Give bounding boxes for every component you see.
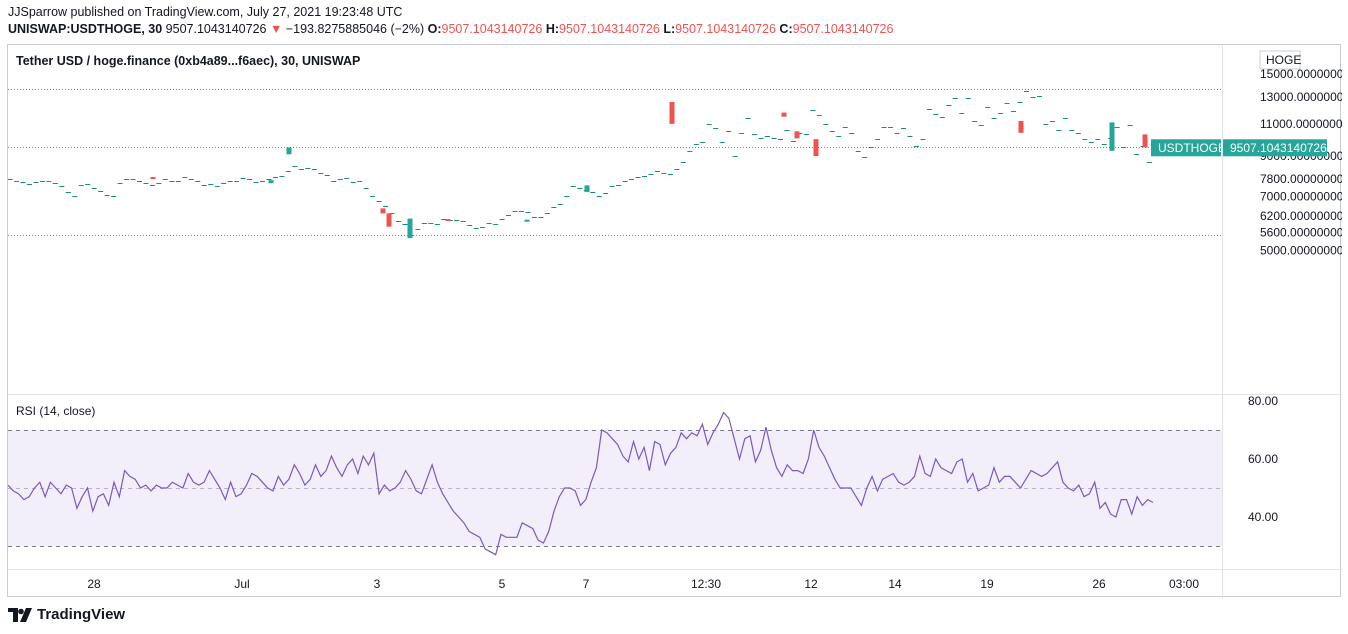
down-candle <box>1142 134 1148 148</box>
symbol-tag-box <box>1151 139 1221 157</box>
down-candle <box>781 112 787 117</box>
time-tick-label: 26 <box>1092 577 1106 591</box>
time-tick-label: 12:30 <box>691 577 721 591</box>
low-label: L: <box>663 22 676 36</box>
down-candle <box>386 213 392 227</box>
rsi-line <box>8 411 1154 556</box>
up-candle <box>268 180 274 184</box>
up-candle <box>1109 122 1115 151</box>
down-candle <box>150 177 156 180</box>
down-candle <box>380 208 386 214</box>
close-value: 9507.1043140726 <box>792 22 894 36</box>
up-candle <box>524 219 530 222</box>
up-candle <box>584 185 590 192</box>
tradingview-logo[interactable]: TradingView <box>8 606 125 623</box>
down-candle <box>813 139 819 157</box>
price-tick-label: 15000.0000000000 <box>1260 67 1342 81</box>
down-candle <box>1018 120 1024 133</box>
rsi-tick-label: 60.00 <box>1248 452 1278 466</box>
high-value: 9507.1043140726 <box>559 22 660 36</box>
last-price-tag: 9507.1043140726 <box>1230 141 1327 155</box>
price-tick-label: 11000.0000000000 <box>1260 117 1342 131</box>
rsi-title: RSI (14, close) <box>16 404 95 418</box>
up-candle <box>407 218 413 239</box>
down-candle <box>445 219 451 222</box>
ohlc-legend: UNISWAP:USDTHOGE, 30 9507.1043140726 ▼ −… <box>8 22 893 36</box>
open-label: O: <box>427 22 442 36</box>
low-value: 9507.1043140726 <box>675 22 776 36</box>
time-tick-label: 28 <box>87 577 101 591</box>
time-tick-label: 5 <box>499 577 506 591</box>
close-label: C: <box>779 22 793 36</box>
price-tick-label: 7000.0000000000 <box>1260 189 1342 203</box>
time-tick-label: 3 <box>374 577 381 591</box>
rsi-tick-label: 80.00 <box>1248 394 1278 408</box>
brand-name: TradingView <box>37 606 126 623</box>
price-tick-label: 5600.0000000000 <box>1260 225 1342 239</box>
time-tick-label: 14 <box>888 577 902 591</box>
symbol-interval: UNISWAP:USDTHOGE, 30 <box>8 22 163 36</box>
price-tick-label: 7800.0000000000 <box>1260 172 1342 186</box>
last-price-tag-box <box>1223 139 1327 157</box>
time-tick-label: 12 <box>804 577 818 591</box>
time-tick-label: 7 <box>583 577 590 591</box>
high-label: H: <box>545 22 560 36</box>
chart-canvas[interactable]: 15000.0000000000 13000.0000000000 11000.00… <box>8 45 1342 598</box>
up-candle <box>286 147 292 155</box>
down-candle <box>794 131 800 139</box>
down-candle <box>669 102 675 124</box>
price-tick-label: 6200.0000000000 <box>1260 209 1342 223</box>
rsi-tick-label: 40.00 <box>1248 510 1278 524</box>
price-change: −193.8275885046 (−2%) <box>285 22 425 36</box>
time-tick-label: 03:00 <box>1169 577 1199 591</box>
publish-line: JJSparrow published on TradingView.com, … <box>8 5 403 19</box>
tradingview-icon <box>8 607 32 622</box>
open-value: 9507.1043140726 <box>441 22 543 36</box>
time-tick-label: 19 <box>980 577 994 591</box>
hoge-tag: HOGE <box>1266 53 1301 67</box>
rsi-band <box>8 430 1222 546</box>
price-tick-label: 13000.0000000000 <box>1260 90 1342 104</box>
down-arrow-icon: ▼ <box>269 22 283 36</box>
pane-title: Tether USD / hoge.finance (0xb4a89...f6a… <box>16 54 360 68</box>
price-tick-label: 5000.0000000000 <box>1260 244 1342 258</box>
last-price: 9507.1043140726 <box>165 22 267 36</box>
chart-frame[interactable]: 15000.0000000000 13000.0000000000 11000.00… <box>7 44 1342 598</box>
hoge-tag-box <box>1259 50 1301 70</box>
time-tick-label: Jul <box>234 577 249 591</box>
symbol-tag: USDTHOGE <box>1158 141 1226 155</box>
